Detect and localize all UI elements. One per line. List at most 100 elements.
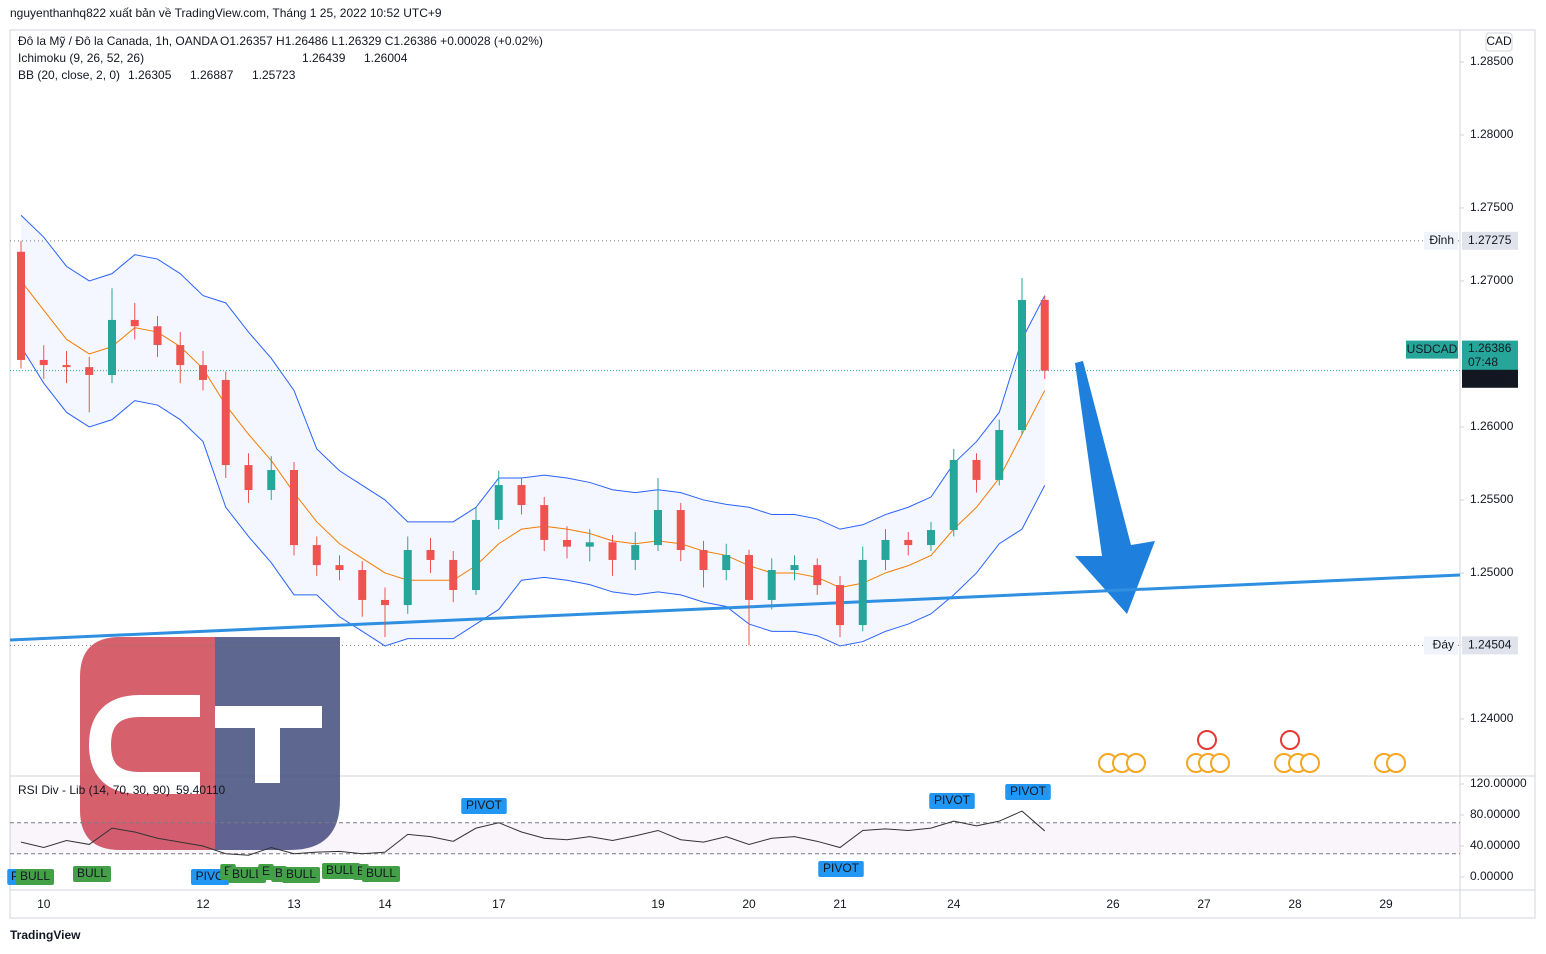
- bb-value: 1.26305: [128, 68, 172, 82]
- level-name-bg: [1424, 636, 1458, 655]
- signal-label: B: [275, 866, 283, 880]
- candle-body: [927, 530, 935, 546]
- signal-label: BULL: [20, 869, 50, 883]
- signal-label: BULL: [77, 866, 107, 880]
- signal-label: BULL: [232, 867, 262, 881]
- last-price-tag: [1462, 340, 1518, 371]
- bb-value: 1.25723: [252, 68, 296, 82]
- legend-ohlc: O1.26357 H1.26486 L1.26329 C1.26386 +0.0…: [220, 34, 543, 48]
- x-tick-label: 12: [196, 897, 210, 911]
- signal-label: PIVO: [196, 869, 225, 883]
- candle-body: [608, 542, 617, 560]
- signal-label: PIVOT: [823, 861, 860, 875]
- signal-bg: [1005, 784, 1051, 800]
- signal-bg: [16, 869, 54, 885]
- x-tick-label: 13: [287, 897, 301, 911]
- signal-label: PIVOT: [1010, 784, 1047, 798]
- signal-label: BULL: [326, 863, 356, 877]
- candle-body: [39, 359, 48, 366]
- frame: [9, 29, 1536, 919]
- level-value-bg: [1462, 636, 1518, 655]
- signal-bg: [929, 793, 975, 809]
- legend-title: Đô la Mỹ / Đô la Canada, 1h, OANDA: [18, 34, 218, 48]
- marker-price: 1.26330: [1468, 371, 1512, 385]
- x-tick-label: 28: [1288, 897, 1302, 911]
- candle-body: [494, 485, 503, 520]
- rsi-line: [20, 810, 1046, 856]
- signal-label: E: [357, 864, 365, 878]
- candle-body: [472, 519, 480, 591]
- candle-body: [585, 542, 594, 547]
- candle-body: [199, 365, 207, 380]
- level-name: Đáy: [1433, 638, 1454, 652]
- signal-label: PIVOT: [934, 793, 971, 807]
- x-tick-label: 20: [742, 897, 756, 911]
- signal-bg: [282, 867, 320, 883]
- footer-logo: TradingView: [10, 928, 81, 942]
- rsi-title: RSI Div - Lib (14, 70, 30, 90): [18, 783, 170, 797]
- candle-body: [563, 539, 571, 547]
- candle-body: [654, 510, 662, 546]
- candle-body: [426, 550, 435, 560]
- candle-body: [790, 565, 799, 571]
- logo: [80, 637, 340, 850]
- forecast-arrow: [1075, 361, 1155, 614]
- candle-body: [244, 465, 253, 491]
- currency-button[interactable]: [1485, 32, 1513, 52]
- signal-label: BULL: [366, 866, 396, 880]
- candle-body: [904, 539, 913, 546]
- candle-body: [767, 570, 776, 600]
- ichimoku-value: 1.26439: [302, 51, 346, 65]
- bb-value: 1.26887: [190, 68, 234, 82]
- signal-bg: [362, 866, 400, 882]
- candle-body: [221, 379, 230, 466]
- candle-body: [858, 559, 867, 626]
- candle-body: [813, 565, 822, 586]
- signal-bg: [258, 864, 274, 880]
- candle-body: [517, 485, 526, 506]
- y-tick-label: 1.24000: [1470, 711, 1514, 725]
- candle-body: [745, 554, 753, 600]
- signal-bg: [191, 869, 229, 885]
- candle-body: [17, 251, 25, 360]
- signal-bg: [73, 866, 111, 882]
- bb-lower: [20, 346, 1046, 647]
- candle-body: [130, 319, 139, 327]
- currency: CAD: [1486, 34, 1512, 48]
- x-tick-label: 10: [37, 897, 51, 911]
- candle-body: [881, 539, 890, 560]
- candle-body: [62, 365, 71, 368]
- candle-body: [972, 459, 981, 480]
- ichimoku-label: Ichimoku (9, 26, 52, 26): [18, 51, 144, 65]
- symbol-label: USDCAD: [1407, 342, 1458, 356]
- candle-body: [312, 545, 321, 566]
- candle-body: [676, 510, 685, 551]
- y-tick-label: 1.28500: [1470, 54, 1514, 68]
- x-tick-label: 29: [1379, 897, 1393, 911]
- x-tick-label: 17: [492, 897, 506, 911]
- candle-body: [176, 345, 185, 366]
- signal-label: E: [262, 864, 270, 878]
- candle-body: [85, 367, 94, 375]
- candle-body: [267, 470, 276, 491]
- candle-body: [1018, 299, 1026, 431]
- marker-price-tag: [1462, 369, 1518, 388]
- candle-body: [949, 459, 958, 531]
- y-tick-label: 1.28000: [1470, 127, 1514, 141]
- x-tick-label: 24: [947, 897, 961, 911]
- bb-label: BB (20, close, 2, 0): [18, 68, 120, 82]
- candle-body: [631, 545, 640, 560]
- x-tick-label: 14: [378, 897, 392, 911]
- bb-basis: [20, 280, 1046, 589]
- signal-bg: [818, 861, 864, 877]
- candle-body: [836, 585, 844, 626]
- candle-body: [381, 599, 389, 606]
- y-tick-label: 1.26000: [1470, 419, 1514, 433]
- y-tick-label: 80.00000: [1470, 807, 1520, 821]
- y-tick-label: 0.00000: [1470, 869, 1514, 883]
- rsi-band: [10, 822, 1460, 854]
- y-tick-label: 1.27500: [1470, 200, 1514, 214]
- event-icons: [1098, 730, 1406, 773]
- candle-body: [449, 559, 458, 591]
